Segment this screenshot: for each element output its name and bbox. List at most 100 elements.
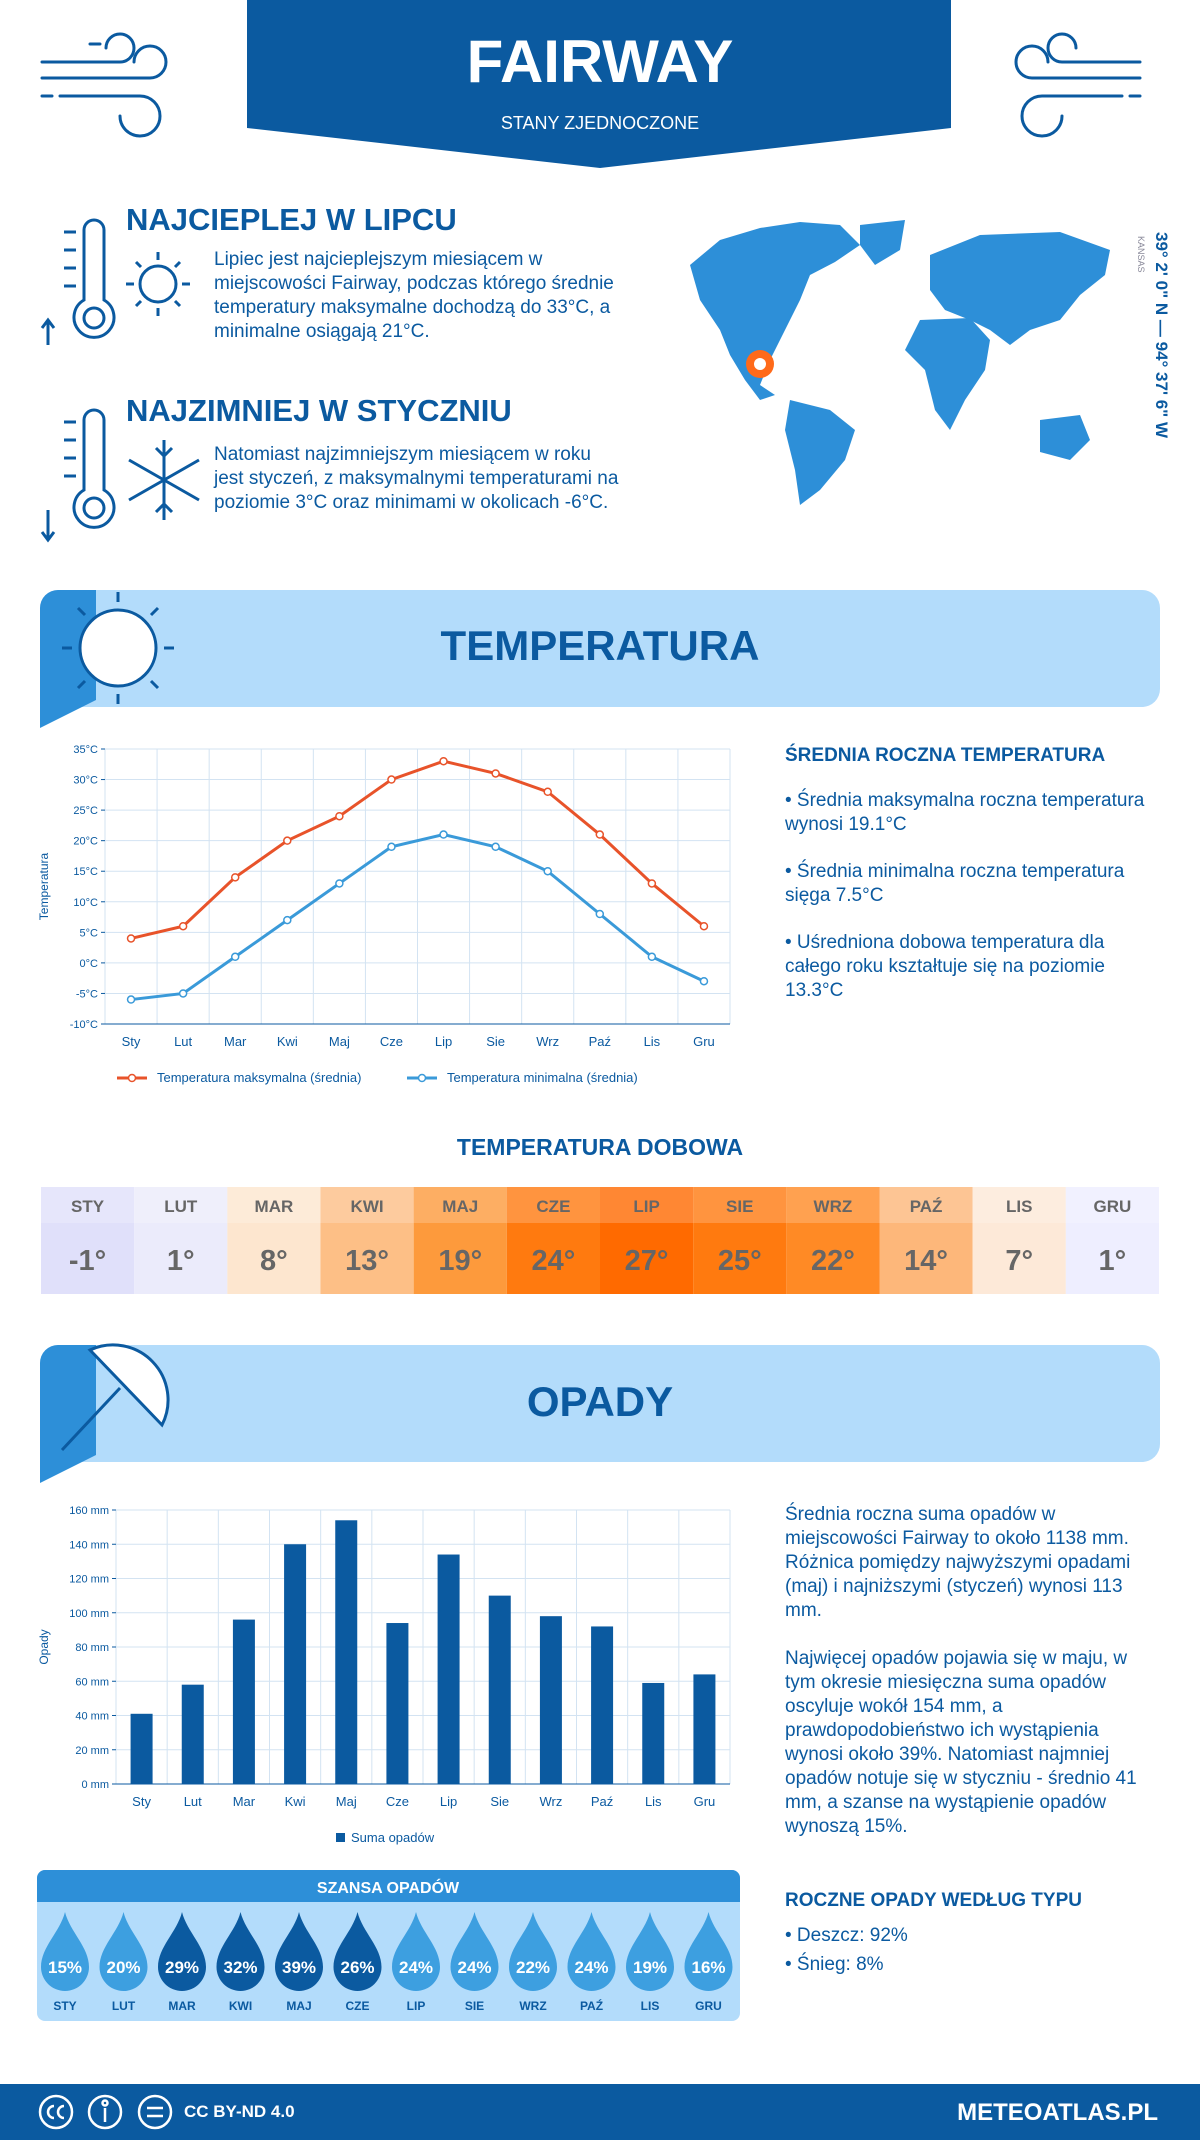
y-tick-label: 35°C bbox=[73, 744, 98, 756]
cell-header bbox=[41, 1187, 135, 1223]
value-label: 19° bbox=[438, 1245, 482, 1277]
drop-label: 39% bbox=[282, 1958, 316, 1977]
month-label: CZE bbox=[536, 1197, 570, 1216]
data-point bbox=[178, 921, 188, 931]
data-point bbox=[543, 866, 552, 876]
cell-header-tint bbox=[227, 1187, 321, 1223]
data-point bbox=[491, 769, 500, 778]
precipitation-banner bbox=[40, 1345, 1160, 1462]
sun-icon bbox=[62, 592, 174, 704]
y-tick-label: 25°C bbox=[73, 805, 98, 817]
value-label: 13° bbox=[345, 1245, 389, 1277]
cell-header-tint bbox=[506, 1187, 600, 1223]
data-point bbox=[283, 915, 292, 925]
data-point bbox=[595, 909, 605, 919]
x-tick-label: Lip bbox=[440, 1794, 457, 1809]
temperature-banner bbox=[40, 590, 1160, 707]
data-point bbox=[491, 842, 500, 852]
data-point bbox=[699, 921, 709, 931]
data-point bbox=[647, 952, 657, 962]
x-tick-label: Lut bbox=[184, 1794, 202, 1809]
y-tick-label: 5°C bbox=[80, 927, 99, 939]
summary-item: • Uśredniona dobowa temperatura dla całe… bbox=[785, 932, 1106, 1001]
x-tick-label: Gru bbox=[693, 1034, 715, 1049]
y-tick-label: -10°C bbox=[70, 1019, 98, 1031]
legend-marker bbox=[336, 1833, 345, 1842]
cell-header bbox=[972, 1187, 1066, 1223]
data-point bbox=[543, 787, 552, 797]
data-point bbox=[387, 842, 396, 852]
value-label: 24° bbox=[531, 1245, 575, 1277]
cell-header bbox=[786, 1187, 880, 1223]
cell-header-tint bbox=[786, 1187, 880, 1223]
month-label: STY bbox=[71, 1197, 105, 1216]
cell-header bbox=[879, 1187, 973, 1223]
cell-header bbox=[320, 1187, 414, 1223]
coldest-title: NAJZIMNIEJ W STYCZNIU bbox=[126, 393, 512, 428]
month-label: LIP bbox=[407, 1999, 426, 2013]
y-axis-label: Opady bbox=[37, 1629, 51, 1664]
cell-header bbox=[134, 1187, 228, 1223]
drop-label: 16% bbox=[691, 1958, 725, 1977]
precipitation-text: Średnia roczna suma opadów w miejscowośc… bbox=[785, 1504, 1131, 1621]
rain-drop bbox=[99, 1912, 148, 1991]
month-label: KWI bbox=[229, 1999, 252, 2013]
chance-title: SZANSA OPADÓW bbox=[317, 1878, 460, 1897]
summary-item: • Średnia minimalna roczna temperatura s… bbox=[785, 861, 1125, 906]
x-tick-label: Lis bbox=[644, 1034, 661, 1049]
month-label: MAR bbox=[255, 1197, 294, 1216]
drop-label: 22% bbox=[516, 1958, 550, 1977]
cold-icon bbox=[40, 408, 200, 543]
y-tick-label: -5°C bbox=[76, 988, 98, 1000]
data-point bbox=[647, 879, 657, 888]
cell-value bbox=[413, 1223, 507, 1294]
coldest-text: Natomiast najzimniejszym miesiącem w rok… bbox=[214, 444, 619, 513]
rain-drop bbox=[450, 1912, 499, 1991]
drop-label: 32% bbox=[223, 1958, 257, 1977]
data-point bbox=[699, 976, 709, 986]
y-tick-label: 15°C bbox=[73, 866, 98, 878]
month-label: MAJ bbox=[286, 1999, 311, 2013]
drop-label: 24% bbox=[574, 1958, 608, 1977]
rain-drop bbox=[567, 1912, 616, 1991]
license-icons bbox=[38, 2094, 173, 2130]
bar bbox=[130, 1713, 153, 1784]
month-label: CZE bbox=[346, 1999, 370, 2013]
drop-label: 29% bbox=[165, 1958, 199, 1977]
region: KANSAS bbox=[1136, 236, 1146, 273]
cell-header-tint bbox=[134, 1187, 228, 1223]
location-marker-center bbox=[754, 358, 766, 370]
data-point bbox=[178, 989, 188, 998]
summary-title: ŚREDNIA ROCZNA TEMPERATURA bbox=[785, 745, 1106, 766]
cell-header-tint bbox=[1065, 1187, 1159, 1223]
y-tick-label: 60 mm bbox=[75, 1676, 109, 1688]
y-tick-label: 140 mm bbox=[69, 1539, 109, 1551]
y-tick-label: 0°C bbox=[80, 958, 99, 970]
legend-label: Temperatura minimalna (średnia) bbox=[447, 1070, 638, 1085]
x-tick-label: Cze bbox=[386, 1794, 409, 1809]
cell-value bbox=[879, 1223, 973, 1294]
cell-value bbox=[134, 1223, 228, 1294]
cell-header-tint bbox=[320, 1187, 414, 1223]
x-tick-label: Wrz bbox=[536, 1034, 559, 1049]
rain-drop bbox=[275, 1912, 323, 1991]
y-tick-label: 10°C bbox=[73, 897, 98, 909]
month-label: STY bbox=[53, 1999, 76, 2013]
cell-header-tint bbox=[41, 1187, 135, 1223]
x-tick-label: Gru bbox=[694, 1794, 716, 1809]
data-point bbox=[230, 952, 240, 962]
cell-value bbox=[41, 1223, 135, 1294]
header-banner bbox=[247, 0, 951, 168]
warmest-text: Lipiec jest najcieplejszym miesiącem w m… bbox=[214, 249, 614, 342]
x-tick-label: Mar bbox=[233, 1794, 256, 1809]
cell-value bbox=[693, 1223, 787, 1294]
cell-header bbox=[1065, 1187, 1159, 1223]
chance-header bbox=[37, 1870, 740, 1902]
x-tick-label: Sie bbox=[486, 1034, 505, 1049]
x-tick-label: Sty bbox=[132, 1794, 151, 1809]
bar bbox=[642, 1682, 665, 1784]
month-label: PAŹ bbox=[910, 1197, 943, 1216]
cell-header bbox=[227, 1187, 321, 1223]
drop-label: 26% bbox=[340, 1958, 374, 1977]
value-label: 22° bbox=[811, 1245, 855, 1277]
